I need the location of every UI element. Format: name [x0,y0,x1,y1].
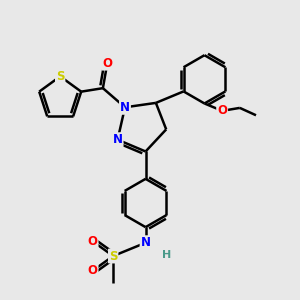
Text: N: N [141,236,151,249]
Text: S: S [56,70,64,83]
Text: O: O [102,57,112,70]
Text: O: O [88,264,98,277]
Text: N: N [120,101,130,114]
Text: S: S [109,250,117,262]
Text: H: H [162,250,171,260]
Text: O: O [217,104,227,117]
Text: O: O [88,235,98,248]
Text: N: N [112,133,123,146]
